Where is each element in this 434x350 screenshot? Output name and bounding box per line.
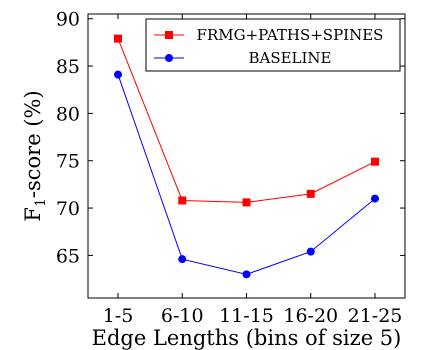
data-point-square: [371, 157, 379, 166]
legend-item-1: FRMG+PATHS+SPINES: [154, 26, 383, 44]
legend-box: [145, 18, 401, 72]
series-layer: [114, 34, 379, 279]
x-tick-label: 6-10: [161, 305, 204, 327]
data-point-circle: [242, 270, 251, 279]
series-line: [117, 74, 376, 275]
legend-label: FRMG+PATHS+SPINES: [197, 26, 384, 44]
y-axis-label-main: F: [21, 207, 45, 222]
legend: FRMG+PATHS+SPINES BASELINE: [145, 18, 401, 72]
y-tick-label: 75: [56, 151, 80, 173]
series-2: [114, 70, 379, 279]
data-point-circle: [178, 255, 187, 264]
y-tick-label: 90: [56, 9, 80, 31]
x-tick-label: 21-25: [348, 305, 403, 327]
legend-items: FRMG+PATHS+SPINES BASELINE: [154, 26, 383, 67]
data-point-circle: [114, 70, 122, 79]
data-point-square: [242, 198, 251, 207]
y-axis-label-subscript: 1: [33, 198, 49, 207]
y-axis-label-rest: -score (%): [21, 90, 45, 198]
data-point-square: [178, 196, 187, 205]
x-axis-label: Edge Lengths (bins of size 5): [92, 326, 402, 350]
x-tick-label: 16-20: [283, 305, 338, 327]
y-tick-label: 65: [56, 245, 80, 267]
data-point-circle: [371, 194, 379, 203]
x-tick-label: 1-5: [103, 305, 134, 327]
legend-swatch-square: [165, 31, 173, 39]
y-axis-label: F1-score (%): [21, 90, 49, 221]
x-tick-label: 11-15: [219, 305, 274, 327]
series-1: [114, 34, 379, 207]
data-point-square: [306, 189, 315, 198]
legend-label: BASELINE: [248, 49, 331, 67]
data-point-circle: [306, 247, 315, 256]
data-point-square: [114, 34, 122, 43]
y-axis: 65 70 75 80 85 90: [56, 9, 405, 267]
legend-swatch-circle: [165, 54, 173, 62]
y-tick-label: 80: [56, 103, 80, 125]
y-tick-label: 85: [56, 56, 80, 78]
x-axis: 1-5 6-10 11-15 16-20 21-25: [103, 14, 403, 327]
y-tick-label: 70: [56, 198, 80, 220]
legend-item-2: BASELINE: [154, 49, 332, 67]
